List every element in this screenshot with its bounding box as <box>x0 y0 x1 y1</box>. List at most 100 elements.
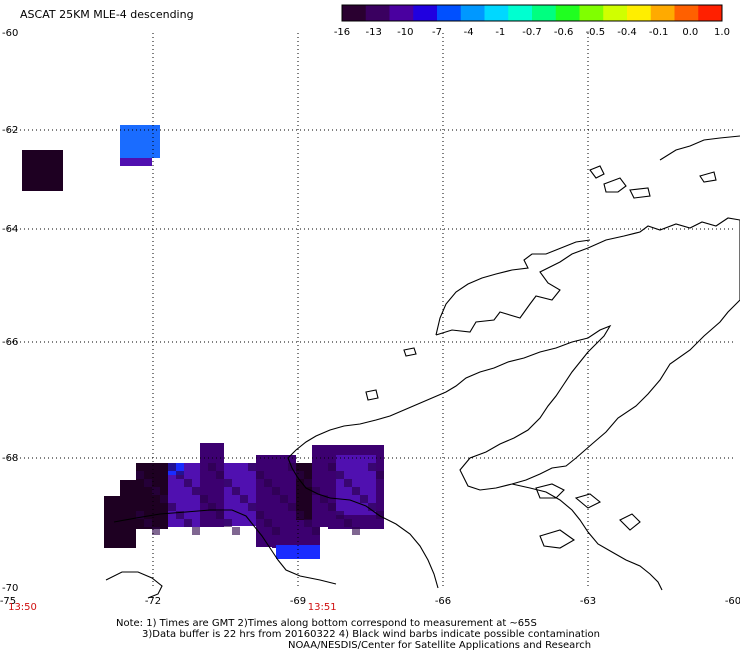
coastline-southern <box>329 497 439 589</box>
swath-texture <box>368 463 376 471</box>
swath-texture <box>304 519 312 527</box>
swath-texture <box>248 503 256 511</box>
coastline <box>105 135 740 599</box>
swath-texture <box>144 479 152 487</box>
swath-texture <box>376 471 384 479</box>
colorbar-swatch <box>603 5 628 21</box>
colorbar-label: -0.4 <box>617 27 637 38</box>
swath-texture <box>192 487 200 495</box>
swath-texture <box>208 463 216 471</box>
colorbar-swatch <box>365 5 390 21</box>
swath-texture <box>288 503 296 511</box>
swath-cell <box>276 545 320 559</box>
coastline-island-6 <box>365 389 379 401</box>
swath-texture <box>176 471 184 479</box>
colorbar-swatch <box>532 5 557 21</box>
colorbar-label: 1.0 <box>714 27 730 38</box>
longitude-label: -60 <box>725 596 740 607</box>
latitude-label: -60 <box>2 28 18 39</box>
coastline-peninsula <box>287 217 740 499</box>
swath-texture <box>352 487 360 495</box>
swath-texture <box>200 495 208 503</box>
note-line-1: Note: 1) Times are GMT 2)Times along bot… <box>116 618 537 629</box>
swath-texture <box>376 511 384 519</box>
data-swath <box>22 125 384 559</box>
swath-texture <box>280 495 288 503</box>
swath-texture <box>344 519 352 527</box>
colorbar-frame <box>341 4 723 22</box>
swath-cell <box>22 150 63 191</box>
swath-texture <box>272 487 280 495</box>
colorbar-label: -0.6 <box>554 27 574 38</box>
coastline-island-10 <box>539 529 576 549</box>
swath-texture <box>328 503 336 511</box>
swath-texture <box>144 519 152 527</box>
latitude-label: -68 <box>2 453 18 464</box>
swath-texture <box>256 471 264 479</box>
colorbar-swatch <box>555 5 580 21</box>
coastline-east <box>659 135 740 161</box>
latitude-labels: -60 -62 -64 -66 -68 -70 <box>2 28 18 594</box>
coastline-island-9 <box>619 513 641 531</box>
swath-texture <box>136 511 144 519</box>
swath-texture <box>152 487 160 495</box>
swath-texture <box>184 519 192 527</box>
map-title: ASCAT 25KM MLE-4 descending <box>20 8 194 21</box>
colorbar-label: -0.7 <box>522 27 542 38</box>
graticule <box>8 33 733 588</box>
coastline-north <box>435 239 591 336</box>
swath-texture <box>232 487 240 495</box>
latitude-label: -64 <box>2 224 18 235</box>
swath-texture <box>272 527 280 535</box>
colorbar-label: -0.1 <box>649 27 669 38</box>
swath-cell <box>120 158 152 166</box>
swath-texture <box>216 511 224 519</box>
colorbar-swatch <box>579 5 604 21</box>
swath-texture <box>248 463 256 471</box>
colorbar-label: -16 <box>334 27 350 38</box>
colorbar-swatch <box>413 5 438 21</box>
coastline-lower <box>511 483 663 591</box>
swath-texture <box>320 495 328 503</box>
swath-texture <box>160 495 168 503</box>
swath-texture <box>232 527 240 535</box>
swath-texture <box>256 511 264 519</box>
longitude-label: -63 <box>580 596 596 607</box>
colorbar-swatch <box>437 5 462 21</box>
swath-texture <box>176 511 184 519</box>
colorbar <box>341 4 723 22</box>
swath-texture <box>192 527 200 535</box>
colorbar-swatch <box>389 5 414 21</box>
latitude-label: -62 <box>2 125 18 136</box>
swath-texture <box>312 487 320 495</box>
longitude-label: -66 <box>435 596 451 607</box>
colorbar-label: -13 <box>365 27 381 38</box>
swath-texture <box>240 495 248 503</box>
colorbar-label: -0.5 <box>586 27 606 38</box>
swath-texture <box>168 503 176 511</box>
longitude-label: -75 <box>0 596 16 607</box>
swath-texture <box>168 463 176 471</box>
coastline-island-5 <box>403 347 417 357</box>
colorbar-label: -7 <box>432 27 442 38</box>
swath-texture <box>360 495 368 503</box>
swath-texture <box>328 463 336 471</box>
coastline-island-1 <box>603 177 627 193</box>
swath-texture <box>152 527 160 535</box>
note-line-3: NOAA/NESDIS/Center for Satellite Applica… <box>288 640 591 650</box>
time-labels: 13:50 13:51 <box>8 602 336 613</box>
coastline-ice <box>113 509 337 585</box>
colorbar-swatch <box>650 5 675 21</box>
swath-texture <box>264 519 272 527</box>
colorbar-swatch <box>698 5 723 21</box>
colorbar-swatch <box>460 5 485 21</box>
colorbar-label: -10 <box>397 27 413 38</box>
swath-texture <box>312 527 320 535</box>
latitude-label: -70 <box>2 583 18 594</box>
longitude-labels: -75 -72 -69 -66 -63 -60 <box>0 596 740 607</box>
swath-texture <box>304 479 312 487</box>
colorbar-label: 0.0 <box>682 27 698 38</box>
colorbar-swatch <box>674 5 699 21</box>
coastline-island-4 <box>629 187 651 199</box>
